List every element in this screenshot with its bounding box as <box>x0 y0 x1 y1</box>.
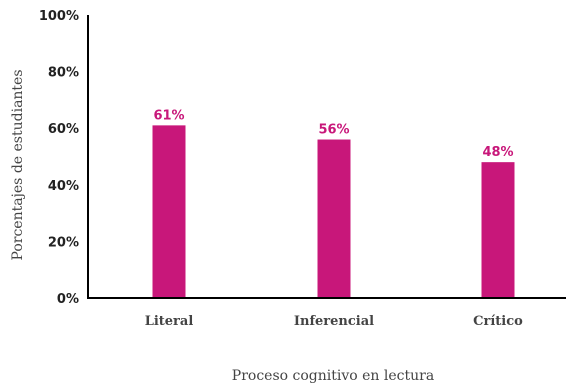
y-tick-label: 40% <box>48 179 79 194</box>
x-axis-ticks: Literal Inferencial Crítico <box>145 314 523 329</box>
x-axis-title: Proceso cognitivo en lectura <box>232 368 434 384</box>
y-tick-label: 80% <box>48 66 79 81</box>
x-tick-label: Crítico <box>473 314 523 329</box>
bars <box>152 125 515 299</box>
data-labels: 61% 56% 48% <box>153 108 513 160</box>
bar <box>481 162 515 298</box>
bar <box>317 139 351 298</box>
y-tick-label: 100% <box>39 9 79 24</box>
y-axis-title: Porcentajes de estudiantes <box>10 69 26 260</box>
x-tick-label: Inferencial <box>294 314 374 329</box>
y-tick-label: 0% <box>57 292 79 307</box>
bar-value-label: 56% <box>318 123 349 138</box>
bar <box>152 125 186 299</box>
y-axis-ticks: 0% 20% 40% 60% 80% 100% <box>39 9 79 307</box>
y-tick-label: 20% <box>48 235 79 250</box>
bar-value-label: 48% <box>482 145 513 160</box>
x-tick-label: Literal <box>145 314 194 329</box>
bar-value-label: 61% <box>153 108 184 123</box>
y-tick-label: 60% <box>48 122 79 137</box>
